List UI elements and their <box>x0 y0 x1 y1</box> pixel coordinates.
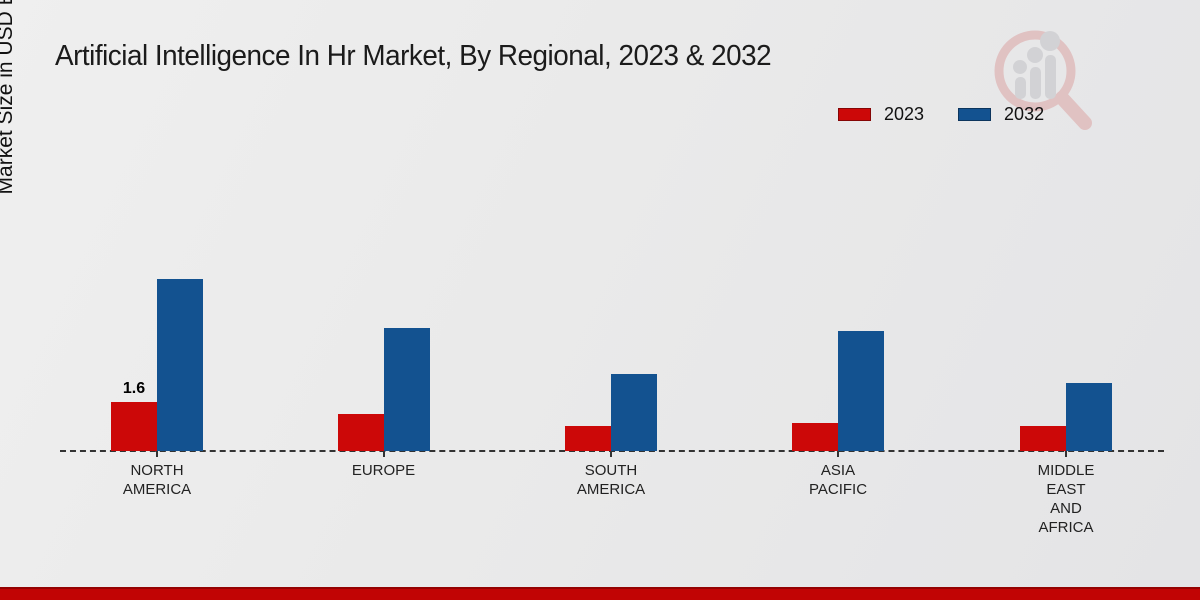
bar-2032-north-america <box>157 279 203 451</box>
category-label-line: AMERICA <box>122 481 192 498</box>
bar-2032-south-america <box>611 374 657 451</box>
legend-label: 2023 <box>884 104 925 124</box>
category-label-south-america: SOUTH AMERICA <box>541 461 681 499</box>
category-label-line: EAST <box>1046 481 1086 498</box>
legend-swatch-2032 <box>958 108 992 121</box>
chart-title: Artificial Intelligence In Hr Market, By… <box>55 40 772 72</box>
category-label-line: AND <box>1050 500 1082 517</box>
bar-2023-asia-pacific <box>792 423 838 451</box>
legend-item-2023: 2023 <box>838 104 924 125</box>
legend: 2023 2032 <box>838 104 1044 125</box>
market-research-logo-watermark-icon <box>994 30 1092 130</box>
x-axis-tick-south-america <box>610 451 612 457</box>
x-axis-tick-middle-east-and-africa <box>1065 451 1067 457</box>
category-label-line: NORTH <box>130 462 184 479</box>
footer-accent-band <box>0 587 1200 600</box>
category-label-asia-pacific: ASIA PACIFIC <box>768 461 908 499</box>
x-axis-tick-europe <box>382 451 385 457</box>
category-label-line: ASIA <box>820 462 856 479</box>
x-axis-baseline <box>60 450 1164 452</box>
category-label-line: MIDDLE <box>1037 462 1095 479</box>
category-label-line: AFRICA <box>1038 519 1094 536</box>
bar-2032-europe <box>383 328 430 451</box>
category-label-line: PACIFIC <box>808 481 868 498</box>
bar-2023-south-america <box>565 426 611 451</box>
legend-label: 2032 <box>1004 104 1045 124</box>
category-label-line: AMERICA <box>576 481 646 498</box>
category-label-line: SOUTH <box>584 462 638 479</box>
bar-value-label: 1.6 <box>122 380 146 397</box>
category-label-europe: EUROPE <box>314 461 454 480</box>
bar-2023-middle-east-and-africa <box>1020 426 1066 451</box>
bar-2032-asia-pacific <box>838 331 884 451</box>
category-label-line: EUROPE <box>351 462 416 479</box>
category-label-north-america: NORTH AMERICA <box>87 461 227 499</box>
bar-2032-middle-east-and-africa <box>1066 383 1112 451</box>
legend-item-2032: 2032 <box>958 104 1044 125</box>
bar-2023-north-america <box>111 402 157 451</box>
category-label-middle-east-and-africa: MIDDLE EAST AND AFRICA <box>996 461 1136 537</box>
x-axis-tick-asia-pacific <box>837 451 839 457</box>
bar-2023-europe <box>337 414 384 451</box>
x-axis-tick-north-america <box>156 451 158 457</box>
y-axis-label: Market Size in USD Billion <box>0 0 17 195</box>
legend-swatch-2023 <box>838 108 871 121</box>
